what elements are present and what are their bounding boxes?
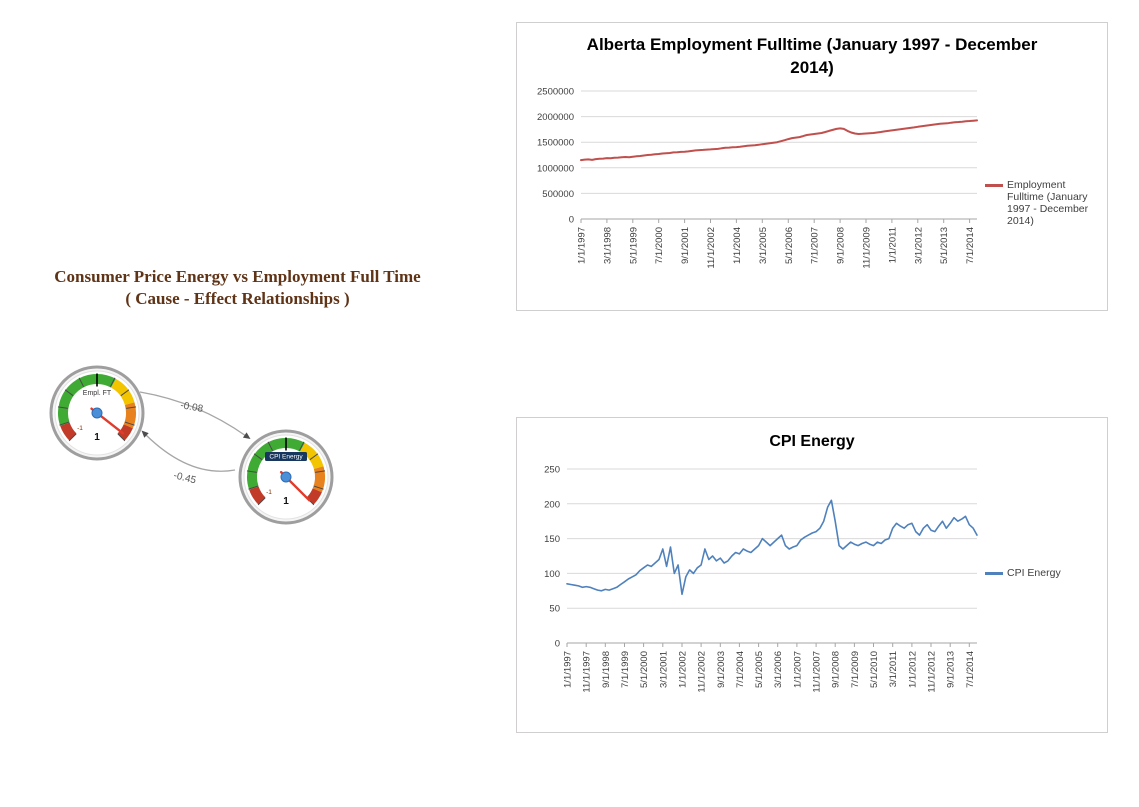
svg-text:1/1/2002: 1/1/2002: [678, 651, 689, 688]
gauge-band-yellow: [110, 378, 135, 406]
svg-text:7/1/2009: 7/1/2009: [850, 651, 861, 688]
cpi-chart-legend: CPI Energy: [985, 567, 1103, 713]
cpi-chart-title: CPI Energy: [769, 433, 855, 450]
svg-text:3/1/2005: 3/1/2005: [758, 227, 769, 264]
legend-label: Employment Fulltime (January 1997 - Dece…: [1007, 179, 1089, 227]
svg-text:11/1/2012: 11/1/2012: [927, 651, 938, 693]
svg-text:7/1/2000: 7/1/2000: [654, 227, 665, 264]
svg-text:1/1/1997: 1/1/1997: [563, 651, 574, 688]
employment-chart-legend: Employment Fulltime (January 1997 - Dece…: [985, 179, 1103, 289]
causal-arrow-cpi-to-empl: [145, 434, 236, 472]
svg-text:1000000: 1000000: [537, 163, 574, 174]
svg-text:9/1/2001: 9/1/2001: [680, 227, 691, 264]
svg-text:1500000: 1500000: [537, 138, 574, 149]
svg-text:3/1/2012: 3/1/2012: [913, 227, 924, 264]
legend-line-swatch: [985, 184, 1003, 187]
causal-arrow-empl-to-cpi: [139, 391, 247, 437]
svg-text:1/1/1997: 1/1/1997: [577, 227, 588, 264]
svg-text:1/1/2012: 1/1/2012: [907, 651, 918, 688]
svg-text:200: 200: [544, 499, 560, 510]
svg-text:0: 0: [555, 639, 560, 650]
employment-chart[interactable]: Alberta Employment Fulltime (January 199…: [516, 22, 1108, 311]
gauge-band-orange: [123, 402, 136, 429]
svg-text:1/1/2007: 1/1/2007: [792, 651, 803, 688]
cpi-chart-plot: 0 50 100 150 200 250 1/1/1997 11/1/1997 9/1/1998…: [544, 465, 978, 693]
cpi-energy-chart[interactable]: CPI Energy 0 50 100 150 200 250 1/1/1997 11/1/1…: [516, 417, 1108, 733]
svg-text:11/1/2002: 11/1/2002: [697, 651, 708, 693]
svg-text:500000: 500000: [542, 189, 574, 200]
legend-line-swatch: [985, 572, 1003, 575]
svg-text:11/1/2007: 11/1/2007: [812, 651, 823, 693]
svg-text:5/1/2000: 5/1/2000: [639, 651, 650, 688]
svg-text:11/1/2002: 11/1/2002: [706, 227, 717, 269]
svg-text:7/1/1999: 7/1/1999: [620, 651, 631, 688]
svg-text:3/1/2001: 3/1/2001: [658, 651, 669, 688]
correlation-label-backward: -0.45: [172, 470, 197, 486]
svg-text:2000000: 2000000: [537, 112, 574, 123]
gauge-band-orange: [312, 466, 325, 493]
gauge-band-yellow: [299, 442, 324, 470]
svg-text:5/1/1999: 5/1/1999: [628, 227, 639, 264]
svg-text:3/1/1998: 3/1/1998: [602, 227, 613, 264]
gauge-min-label: -1: [266, 489, 272, 496]
gauge-title: Empl. FT: [83, 390, 112, 397]
svg-text:50: 50: [549, 604, 560, 615]
svg-text:11/1/1997: 11/1/1997: [582, 651, 593, 693]
gauge-band-red-high: [306, 488, 322, 505]
svg-text:250: 250: [544, 465, 560, 476]
page-title: Consumer Price Energy vs Employment Full…: [5, 266, 470, 310]
gauge-title: CPI Energy: [269, 454, 303, 461]
svg-text:3/1/2011: 3/1/2011: [888, 651, 899, 687]
gauge-hub: [280, 471, 292, 483]
svg-text:9/1/2008: 9/1/2008: [836, 227, 847, 264]
gauge-value: 1: [283, 496, 289, 507]
svg-text:1/1/2004: 1/1/2004: [732, 227, 743, 264]
svg-text:7/1/2007: 7/1/2007: [810, 227, 821, 264]
gauge-cpi-energy[interactable]: CPI Energy -1 1: [236, 427, 336, 527]
gauge-min-label: -1: [77, 425, 83, 432]
gauge-ticks: [57, 373, 137, 442]
svg-text:5/1/2005: 5/1/2005: [754, 651, 765, 688]
svg-text:100: 100: [544, 569, 560, 580]
gauge-hub: [91, 407, 103, 419]
svg-text:11/1/2009: 11/1/2009: [862, 227, 873, 269]
page-title-line1: Consumer Price Energy vs Employment Full…: [54, 267, 421, 286]
svg-text:2500000: 2500000: [537, 87, 574, 98]
svg-text:9/1/2003: 9/1/2003: [716, 651, 727, 688]
svg-text:9/1/2013: 9/1/2013: [946, 651, 957, 688]
gauge-band-green: [58, 374, 116, 426]
svg-text:3/1/2006: 3/1/2006: [773, 651, 784, 688]
svg-text:5/1/2006: 5/1/2006: [784, 227, 795, 264]
legend-label: CPI Energy: [1007, 567, 1061, 579]
svg-text:9/1/1998: 9/1/1998: [601, 651, 612, 688]
gauge-value: 1: [94, 432, 100, 443]
svg-text:150: 150: [544, 534, 560, 545]
svg-text:7/1/2014: 7/1/2014: [965, 651, 976, 688]
page-title-line2: ( Cause - Effect Relationships ): [125, 289, 350, 308]
svg-text:5/1/2010: 5/1/2010: [869, 651, 880, 688]
svg-text:1/1/2011: 1/1/2011: [887, 227, 898, 263]
gauge-employment-ft[interactable]: Empl. FT -1 1: [47, 363, 147, 463]
gauge-band-green: [247, 438, 305, 490]
svg-text:5/1/2013: 5/1/2013: [939, 227, 950, 264]
gauge-title-pill: [265, 452, 307, 461]
gauge-ticks: [246, 437, 326, 506]
svg-text:7/1/2004: 7/1/2004: [735, 651, 746, 688]
svg-text:9/1/2008: 9/1/2008: [831, 651, 842, 688]
correlation-label-forward: -0.08: [179, 400, 204, 415]
employment-chart-plot: 0 500000 1000000 1500000 2000000 2500000 1/1/1…: [537, 87, 978, 269]
employment-chart-title: Alberta Employment Fulltime (January 199…: [586, 35, 1038, 77]
svg-text:7/1/2014: 7/1/2014: [965, 227, 976, 264]
svg-text:0: 0: [569, 215, 574, 226]
